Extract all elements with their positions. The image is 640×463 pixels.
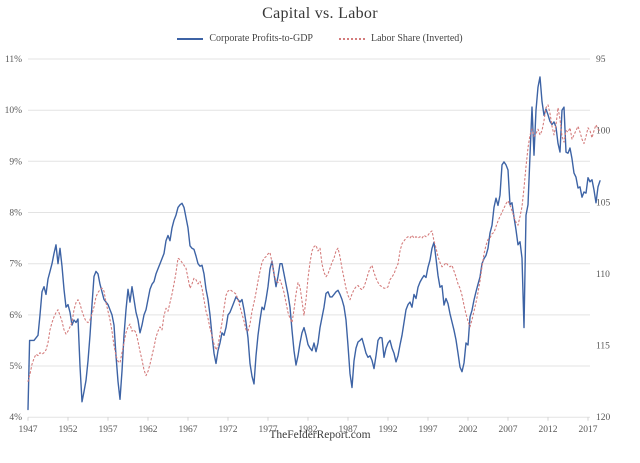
y-right-tick-label: 110 xyxy=(596,270,610,280)
y-left-tick-label: 5% xyxy=(9,362,22,372)
x-tick-label: 1987 xyxy=(339,425,358,435)
x-tick-label: 1952 xyxy=(59,425,78,435)
profits-line-swatch-icon xyxy=(177,37,204,40)
y-right-tick-label: 105 xyxy=(596,198,611,208)
y-left-tick-label: 7% xyxy=(9,260,22,270)
x-tick-label: 2017 xyxy=(579,425,598,435)
y-left-tick-label: 10% xyxy=(5,106,23,116)
y-right-tick-label: 100 xyxy=(596,127,611,137)
legend-item-labor-share: Labor Share (Inverted) xyxy=(338,33,463,44)
x-tick-label: 1992 xyxy=(379,425,398,435)
y-right-tick-label: 120 xyxy=(596,413,611,423)
x-tick-label: 2002 xyxy=(459,425,478,435)
x-tick-label: 1977 xyxy=(259,425,278,435)
legend-label-labor-share: Labor Share (Inverted) xyxy=(370,33,463,44)
labor-share-line xyxy=(27,104,601,382)
legend-item-profits: Corporate Profits-to-GDP xyxy=(177,33,313,44)
labor-share-line-swatch-icon xyxy=(338,37,365,40)
x-tick-label: 2012 xyxy=(539,425,558,435)
x-tick-label: 2007 xyxy=(499,425,518,435)
profits-line xyxy=(27,76,601,411)
y-left-tick-label: 6% xyxy=(9,311,22,321)
y-right-tick-label: 95 xyxy=(596,55,606,65)
x-axis-ticks xyxy=(27,417,589,421)
x-tick-label: 1962 xyxy=(139,425,158,435)
gridlines xyxy=(28,58,590,418)
footer-brand: TheFelderReport.com xyxy=(269,429,371,441)
x-tick-label: 1947 xyxy=(19,425,38,435)
y-left-tick-label: 9% xyxy=(9,157,22,167)
legend-label-profits: Corporate Profits-to-GDP xyxy=(209,33,313,44)
x-tick-label: 1957 xyxy=(99,425,118,435)
axis-labels: 4% 5% 6% 7% 8% 9% 10% 11% 95 100 105 110 115 120 1947 1… xyxy=(5,55,611,435)
x-tick-label: 1967 xyxy=(179,425,198,435)
y-left-tick-label: 8% xyxy=(9,209,22,219)
chart-title: Capital vs. Labor xyxy=(262,5,378,22)
y-left-tick-label: 11% xyxy=(5,55,22,65)
y-left-tick-label: 4% xyxy=(9,413,22,423)
x-tick-label: 1997 xyxy=(419,425,438,435)
y-right-tick-label: 115 xyxy=(596,342,610,352)
x-tick-label: 1982 xyxy=(299,425,318,435)
x-tick-label: 1972 xyxy=(219,425,238,435)
chart-legend: Corporate Profits-to-GDP Labor Share (In… xyxy=(0,33,640,44)
